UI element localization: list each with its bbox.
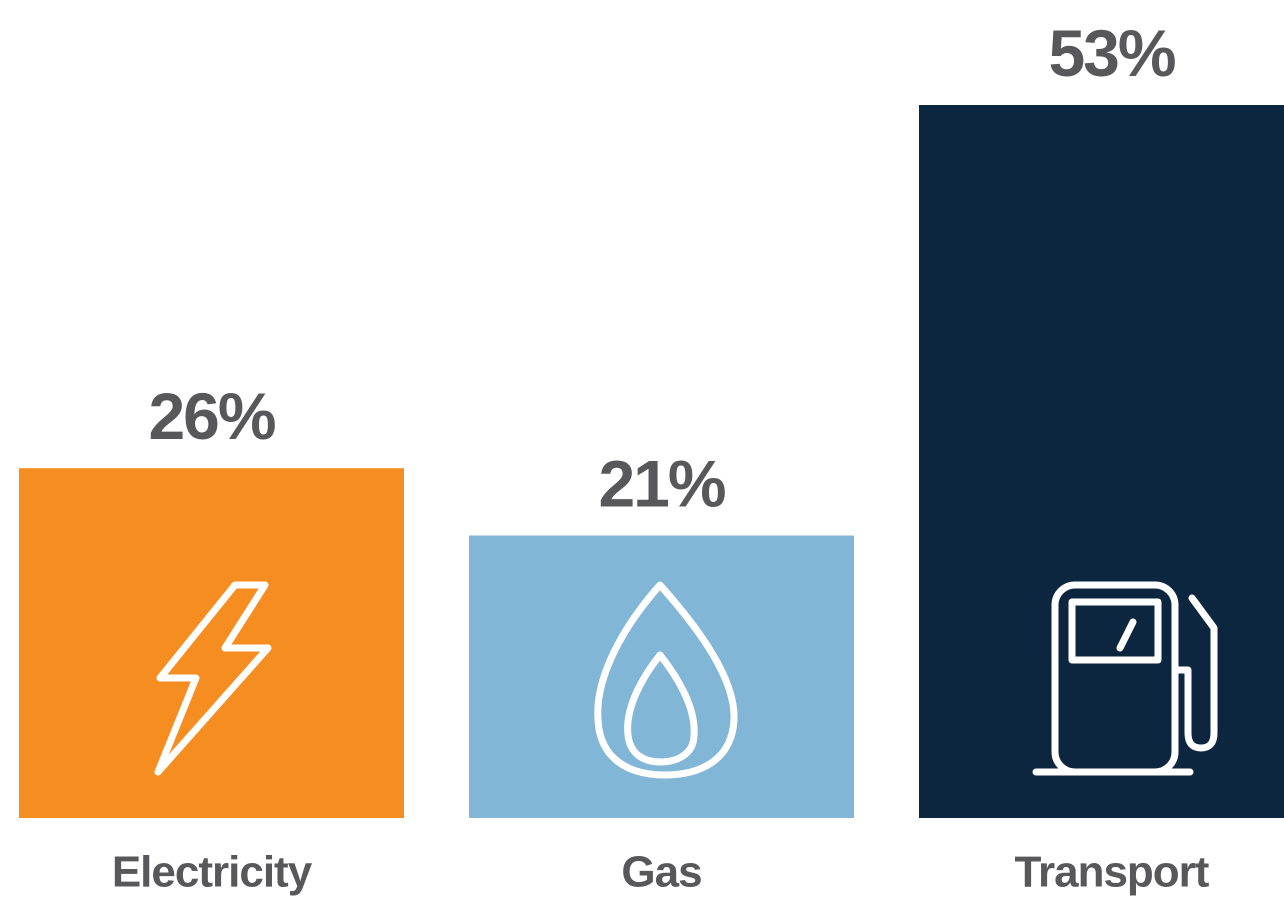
flame-outer [594,581,738,779]
pump-hose [1171,594,1218,752]
transport-icon [1032,581,1218,776]
value-label: 53% [1048,16,1174,90]
lightning-icon [154,581,272,776]
bar [19,468,404,818]
category-label: Gas [621,848,701,897]
gas-icon [594,581,738,779]
value-label: 21% [598,446,724,520]
value-label: 26% [148,379,274,453]
bar [919,105,1284,818]
category-label: Electricity [112,848,313,897]
pump-needle [1116,618,1137,652]
pump-window [1068,598,1162,664]
flame-inner [624,651,698,766]
bars [19,105,1284,818]
electricity-icon [154,581,272,776]
category-label: Transport [1015,848,1210,897]
